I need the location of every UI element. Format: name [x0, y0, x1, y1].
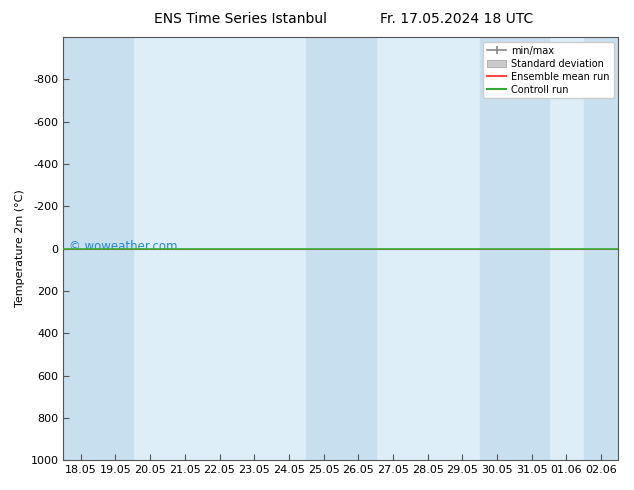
Y-axis label: Temperature 2m (°C): Temperature 2m (°C) — [15, 190, 25, 307]
Bar — [306, 37, 341, 460]
Text: Fr. 17.05.2024 18 UTC: Fr. 17.05.2024 18 UTC — [380, 12, 533, 26]
Bar — [480, 37, 514, 460]
Text: © woweather.com: © woweather.com — [69, 240, 178, 253]
Bar — [63, 37, 98, 460]
Text: ENS Time Series Istanbul: ENS Time Series Istanbul — [155, 12, 327, 26]
Bar — [341, 37, 375, 460]
Legend: min/max, Standard deviation, Ensemble mean run, Controll run: min/max, Standard deviation, Ensemble me… — [483, 42, 614, 98]
Bar — [584, 37, 619, 460]
Bar — [98, 37, 133, 460]
Bar — [514, 37, 549, 460]
